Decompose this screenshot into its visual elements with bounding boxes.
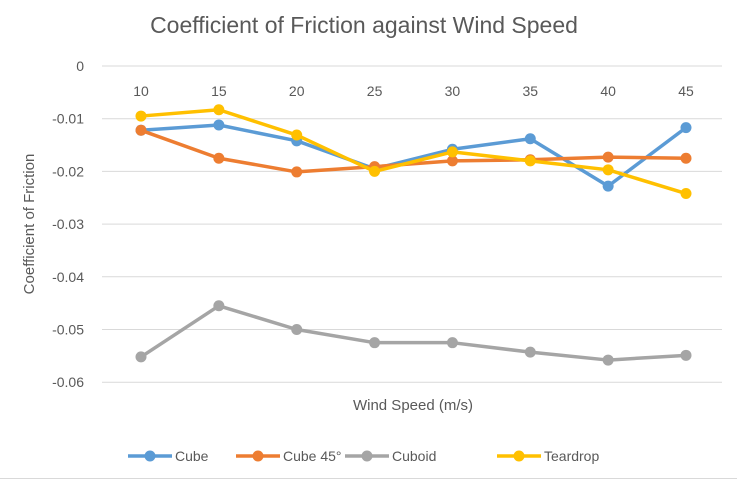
data-point (680, 122, 692, 134)
legend-marker (361, 450, 373, 462)
data-point (135, 351, 147, 363)
x-tick-label: 30 (445, 83, 461, 99)
x-tick-label: 15 (211, 83, 227, 99)
series-line (140, 304, 687, 362)
data-point (602, 164, 614, 176)
x-axis-label: Wind Speed (m/s) (353, 397, 473, 414)
x-tick-label: 10 (133, 83, 149, 99)
data-point (135, 110, 147, 122)
data-point (524, 346, 536, 358)
data-point (602, 180, 614, 192)
y-tick-label: 0 (76, 58, 84, 74)
series-line (140, 107, 687, 196)
y-tick-label: -0.06 (52, 374, 84, 390)
data-point (213, 152, 225, 164)
x-tick-label: 40 (600, 83, 616, 99)
data-point (524, 133, 536, 145)
legend-label: Teardrop (544, 448, 599, 464)
y-tick-label: -0.05 (52, 322, 84, 338)
x-tick-label: 35 (522, 83, 538, 99)
legend-marker (252, 450, 264, 462)
series-line (140, 123, 688, 188)
x-tick-label: 45 (678, 83, 694, 99)
data-point (602, 354, 614, 366)
data-point (291, 324, 303, 335)
legend-item: Cuboid (345, 448, 436, 464)
legend-marker (513, 450, 525, 462)
x-tick-label: 25 (367, 83, 383, 99)
data-point (446, 146, 458, 158)
data-point (369, 165, 381, 177)
data-point (291, 166, 303, 178)
y-tick-label: -0.02 (52, 163, 84, 179)
y-tick-label: -0.04 (52, 269, 84, 285)
data-point (213, 104, 225, 116)
x-tick-label: 20 (289, 83, 305, 99)
chart-title: Coefficient of Friction against Wind Spe… (150, 12, 578, 38)
legend-marker (144, 450, 156, 462)
data-point (602, 151, 614, 163)
y-axis-label: Coefficient of Friction (21, 154, 38, 295)
data-point (524, 155, 536, 167)
y-tick-label: -0.03 (52, 216, 84, 232)
data-point (680, 188, 692, 200)
series-line (140, 128, 687, 174)
legend-item: Cube (128, 448, 209, 464)
divider (0, 478, 737, 479)
legend-label: Cuboid (392, 448, 436, 464)
y-tick-label: -0.01 (52, 111, 84, 127)
series-teardrop (135, 104, 692, 200)
legend-label: Cube (175, 448, 209, 464)
data-point (213, 300, 225, 312)
legend-item: Cube 45° (236, 448, 342, 464)
data-point (291, 129, 303, 141)
legend-item: Teardrop (497, 448, 599, 464)
data-point (446, 337, 458, 349)
legend-label: Cube 45° (283, 448, 342, 464)
data-point (680, 152, 692, 164)
data-point (213, 119, 225, 131)
data-point (680, 349, 692, 361)
data-point (446, 155, 458, 167)
data-point (135, 124, 147, 136)
data-point (369, 337, 381, 349)
series-cuboid (135, 300, 692, 366)
